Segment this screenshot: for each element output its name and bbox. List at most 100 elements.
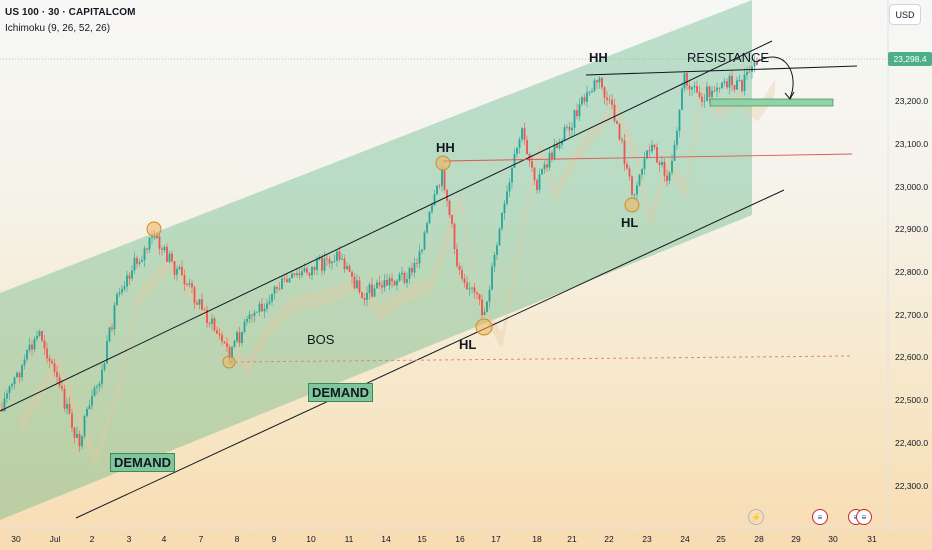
candle-body [183,275,186,285]
candle-body [23,359,26,366]
candle-body [676,130,678,145]
candle-body [658,162,661,166]
candle-body [548,152,551,168]
candle-body [88,405,91,410]
candle-body [3,398,6,412]
candle-body [313,266,316,270]
candle-body [131,270,133,279]
candle-body [241,331,243,343]
candle-body [616,121,618,124]
candle-body [181,267,183,276]
candle-body [193,287,196,303]
candle-body [168,253,171,262]
candle-body [216,330,218,334]
candle-body [343,258,346,270]
candle-body [268,301,271,304]
hh-label-2: HH [436,140,455,155]
us-flag-event-icon-3[interactable]: ≡ [856,509,872,525]
candle-body [256,311,258,313]
demand-label-2: DEMAND [110,453,176,472]
candle-body [386,280,388,286]
candle-body [63,388,66,409]
candle-body [731,75,733,85]
candle-body [18,372,21,378]
candle-body [693,86,696,88]
candle-body [308,272,311,276]
candle-body [683,73,686,89]
candle-body [506,191,508,204]
candle-body [226,343,228,348]
candle-body [288,278,291,283]
candle-body [393,281,396,286]
candle-body [486,301,488,312]
date-tick: 31 [867,534,877,544]
candle-body [111,327,113,330]
candle-body [13,377,16,385]
candle-body [531,161,533,168]
currency-selector[interactable]: USD [889,4,921,25]
candle-body [606,97,608,100]
candle-body [233,340,236,347]
candle-body [741,80,743,92]
candle-body [336,251,338,261]
candle-body [381,285,383,288]
candle-body [536,180,538,190]
candle-body [6,393,8,399]
candle-body [436,185,438,195]
candle-body [283,278,286,280]
candle-body [176,269,178,275]
candle-body [28,344,31,351]
candle-body [481,299,483,316]
price-tick: 22,300.0 [895,480,929,491]
candle-body [321,257,323,271]
candle-body [306,268,308,273]
lightning-icon[interactable]: ⚡ [748,509,764,525]
candle-body [296,273,298,275]
candle-body [573,110,576,128]
candle-body [8,386,11,394]
candle-body [221,335,223,342]
date-tick: 25 [716,534,726,544]
candle-body [278,288,281,290]
candle-body [56,371,58,378]
price-tick: 23,100.0 [895,138,929,149]
candle-body [251,314,253,316]
candle-body [451,215,453,224]
bos-level-line [228,355,853,363]
us-flag-event-icon[interactable]: ≡ [812,509,828,525]
candle-body [726,81,728,88]
candle-body [608,99,611,101]
candle-body [743,74,746,92]
candle-body [348,266,351,272]
pivot-marker-hl-2 [624,197,640,213]
candle-body [428,211,431,224]
candle-body [438,185,441,187]
candle-body [41,331,43,341]
date-tick: 7 [198,534,204,544]
candle-body [346,266,348,270]
candle-body [401,272,403,275]
indicator-title[interactable]: Ichimoku (9, 26, 52, 26) [5,23,111,34]
candle-body [596,80,598,83]
candle-body [166,246,168,262]
candle-body [373,288,376,297]
candle-body [353,276,356,289]
candle-body [716,87,718,91]
candle-body [143,248,146,261]
candle-body [263,308,266,312]
candle-body [508,182,511,192]
date-tick: 10 [306,534,316,544]
date-tick: 21 [567,534,577,544]
candle-body [153,236,156,238]
candle-body [383,280,386,288]
hh-level-line [442,153,853,162]
candles [1,55,758,452]
candle-body [191,283,193,288]
candle-body [526,140,528,155]
symbol-title[interactable]: US 100 · 30 · CAPITALCOM [5,7,136,18]
candle-body [623,140,626,165]
candle-body [646,150,648,159]
candle-body [341,258,343,260]
